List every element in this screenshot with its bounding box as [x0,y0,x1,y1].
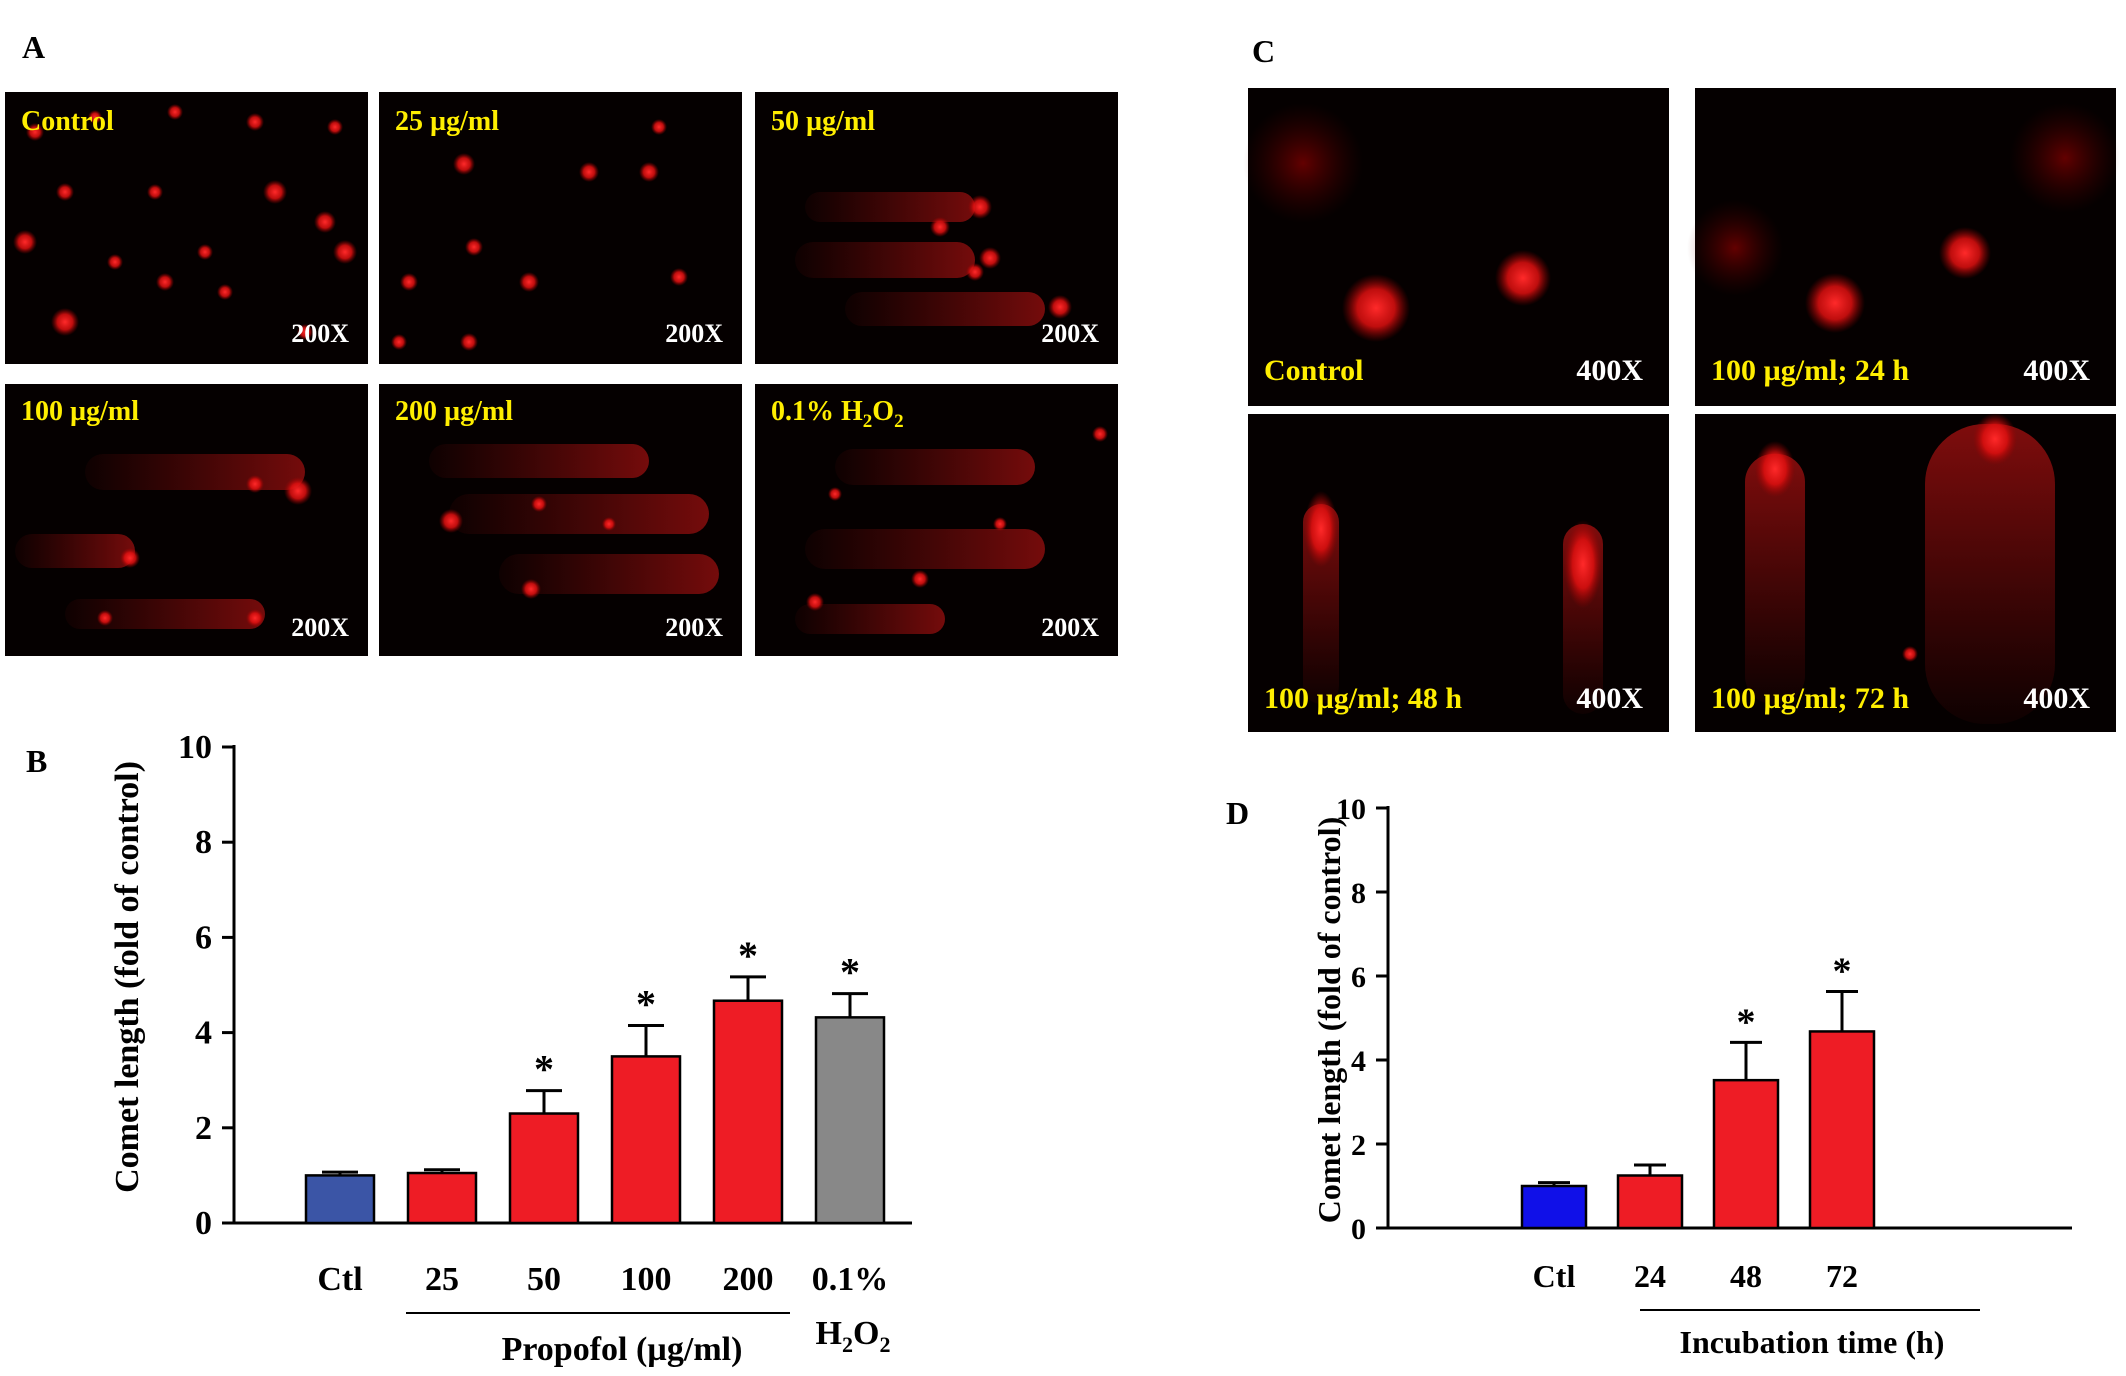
bar [1520,1184,1588,1230]
magnification-label: 400X [1576,354,1643,387]
y-tick-label: 4 [195,1015,212,1052]
y-tick-label: 6 [1351,961,1366,994]
category-label: 50 [527,1261,561,1298]
category-label: 72 [1826,1258,1858,1294]
magnification-label: 200X [1041,613,1099,642]
magnification-label: 400X [2023,354,2090,387]
micrograph-label: 100 µg/ml; 72 h [1711,682,1909,715]
micrograph-label: 200 µg/ml [395,396,513,427]
micrograph-label: 100 µg/ml; 24 h [1711,354,1909,387]
micrograph-c-72h: 100 µg/ml; 72 h 400X [1695,413,2116,732]
micrograph-200: 200 µg/ml 200X [379,384,742,656]
category-label: Ctl [317,1261,362,1298]
micrograph-label: 50 µg/ml [771,106,875,137]
bar [712,999,784,1225]
magnification-label: 200X [291,613,349,642]
comet-cells [13,104,357,340]
micrograph-c-control: Control 400X [1243,88,1669,406]
significance-star: * [840,950,860,995]
panel-letter-c: C [1252,33,1275,69]
significance-star: * [534,1047,554,1092]
comet-cells [15,454,312,629]
micrograph-100: 100 µg/ml 200X [5,384,368,656]
comet-cells [1243,103,1551,342]
category-label: 24 [1634,1258,1666,1294]
bar [304,1174,376,1225]
micrograph-25: 25 µg/ml 200X [379,92,742,364]
panel-letter-d: D [1226,795,1249,831]
category-label: 25 [425,1261,459,1298]
group-label: Propofol (µg/ml) [502,1331,743,1368]
category-label: 0.1% [812,1261,889,1298]
micrograph-c-48h: 100 µg/ml; 48 h 400X [1248,414,1669,732]
y-tick-label: 0 [195,1205,212,1242]
bar [508,1112,580,1225]
y-tick-label: 10 [178,729,212,766]
bar [814,1016,886,1225]
significance-star: * [738,933,758,978]
y-tick-label: 0 [1351,1213,1366,1246]
magnification-label: 200X [665,613,723,642]
panel-letter-b: B [26,743,47,779]
y-tick-label: 6 [195,919,212,956]
comet-cells [1687,103,2120,333]
category-label: 200 [723,1261,774,1298]
micrograph-label: 0.1% H2O2 [771,396,904,432]
comet-cells [1303,491,1603,714]
category-label: 100 [621,1261,672,1298]
significance-star: * [636,981,656,1026]
comet-cells [795,426,1108,634]
y-tick-label: 8 [1351,877,1366,910]
category-label: Ctl [1533,1258,1576,1294]
y-tick-label: 2 [195,1110,212,1147]
y-axis-title: Comet length (fold of control) [109,761,146,1193]
bar [1712,1078,1780,1230]
group-label: Incubation time (h) [1680,1324,1945,1360]
y-tick-label: 8 [195,824,212,861]
panel-letter-a: A [22,29,45,65]
chart-b: Comet length (fold of control) 0 2 4 6 8 10 *… [109,729,912,1368]
magnification-label: 200X [1041,319,1099,348]
bar [406,1171,478,1225]
significance-star: * [1737,1001,1756,1043]
y-tick-label: 10 [1336,793,1366,826]
micrograph-label: 100 µg/ml; 48 h [1264,682,1462,715]
magnification-label: 200X [291,319,349,348]
magnification-label: 400X [1576,682,1643,715]
micrograph-c-24h: 100 µg/ml; 24 h 400X [1687,88,2120,406]
h2o2-label: H2O2 [816,1315,891,1357]
magnification-label: 400X [2023,682,2090,715]
bar [1808,1030,1876,1230]
comet-cells [429,444,719,599]
comet-cells [1745,413,2055,724]
micrograph-label: Control [1264,354,1363,387]
category-label: 48 [1730,1258,1762,1294]
bar [1616,1174,1684,1230]
y-axis-title: Comet length (fold of control) [1311,817,1347,1223]
y-tick-label: 2 [1351,1129,1366,1162]
significance-star: * [1833,951,1852,993]
micrograph-50: 50 µg/ml 200X [755,92,1118,364]
micrograph-control: Control 200X [5,92,368,364]
micrograph-label: 100 µg/ml [21,396,139,427]
micrograph-label: 25 µg/ml [395,106,499,137]
y-tick-label: 4 [1351,1045,1366,1078]
comet-cells [795,192,1072,326]
magnification-label: 200X [665,319,723,348]
micrograph-label: Control [21,106,114,137]
micrograph-h2o2: 0.1% H2O2 200X [755,384,1118,656]
bar [610,1055,682,1225]
comet-cells [391,119,688,351]
